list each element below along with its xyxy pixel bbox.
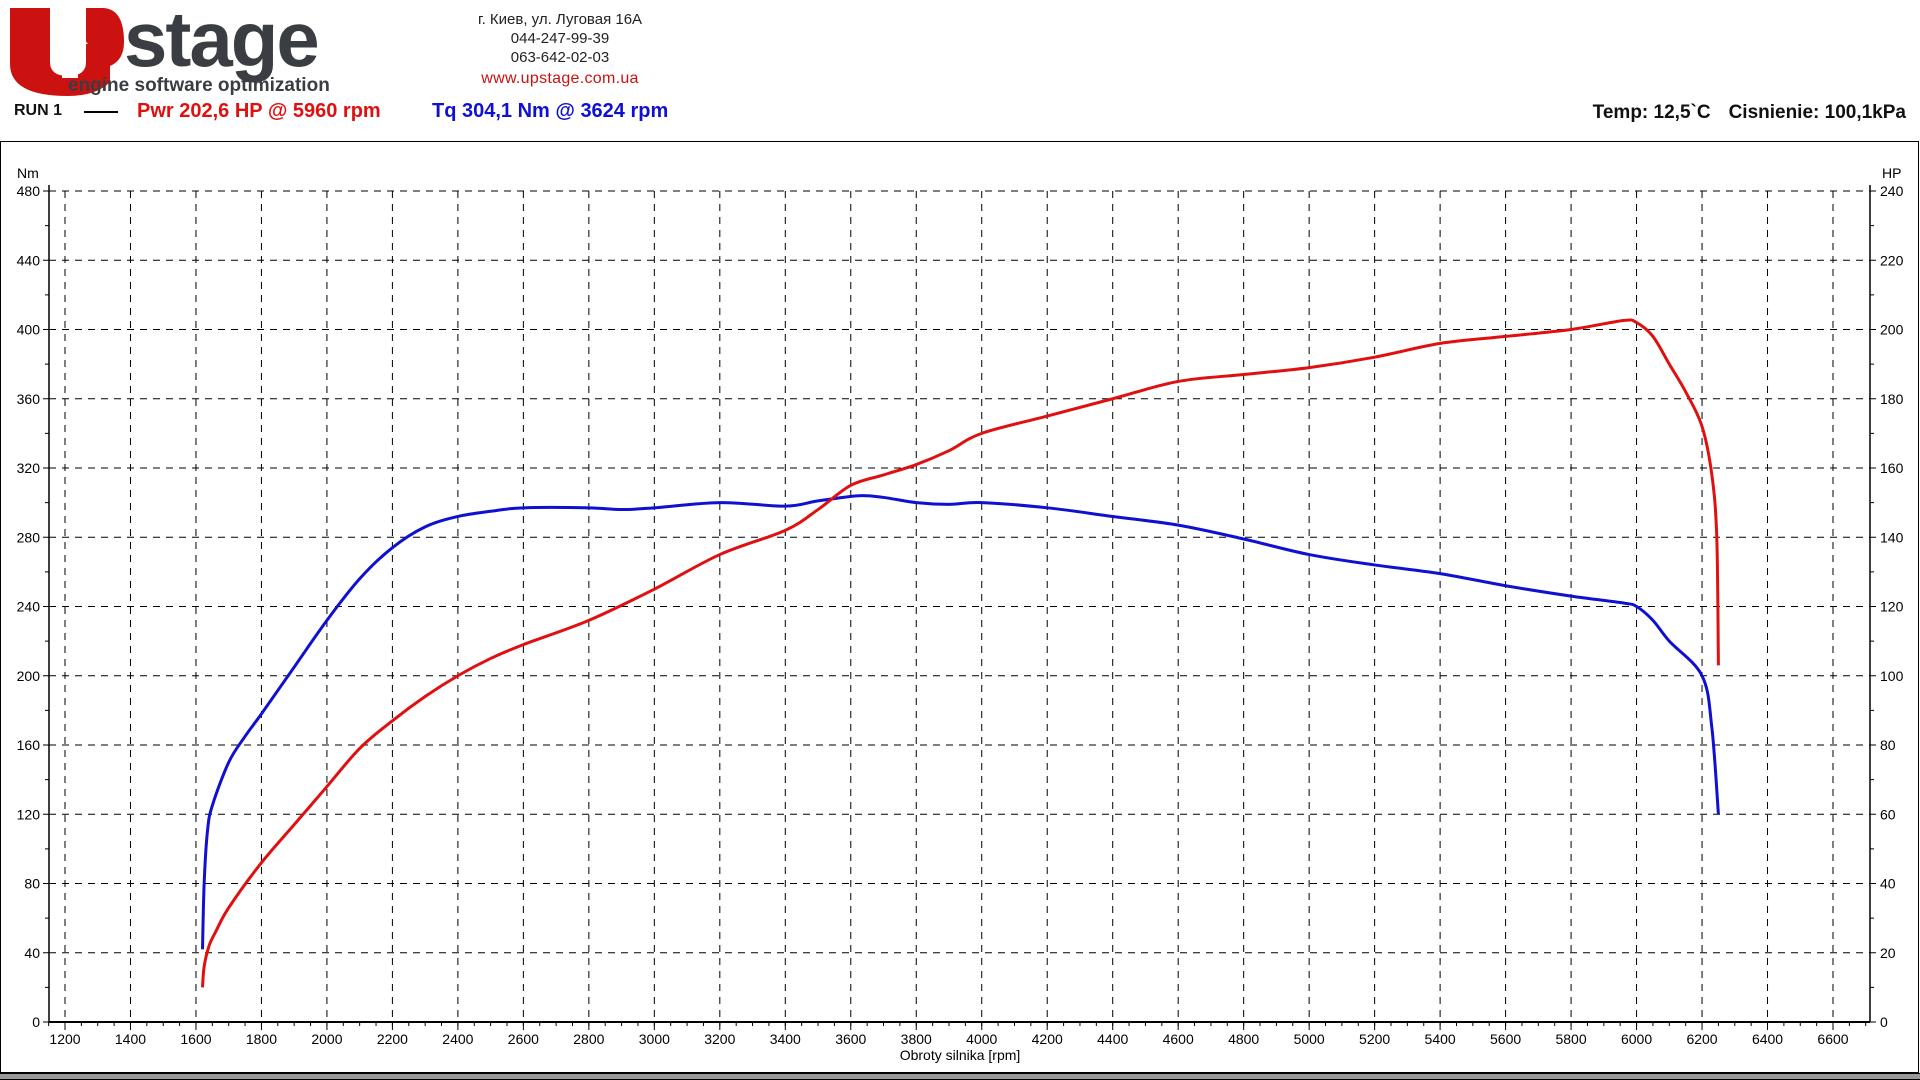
pressure: Cisnienie: 100,1kPa (1728, 102, 1906, 123)
x-tick-label: 4800 (1228, 1031, 1259, 1047)
chart-frame (0, 141, 1919, 1073)
y-right-tick-label: 140 (1880, 529, 1904, 545)
x-tick-label: 4600 (1163, 1031, 1194, 1047)
x-tick-label: 4000 (966, 1031, 997, 1047)
y-right-tick-label: 160 (1880, 460, 1904, 476)
svg-text:engine software optimization: engine software optimization (68, 75, 330, 96)
conditions: Temp: 12,5`C Cisnienie: 100,1kPa (1593, 102, 1906, 124)
y-left-tick-label: 120 (17, 806, 41, 822)
x-tick-label: 5200 (1359, 1031, 1390, 1047)
y-left-tick-label: 440 (17, 252, 41, 268)
x-tick-label: 3000 (639, 1031, 670, 1047)
address: г. Киев, ул. Луговая 16А (477, 11, 643, 28)
torque-curve (201, 494, 1720, 950)
x-tick-label: 1400 (115, 1031, 146, 1047)
bottom-bar (0, 1073, 1920, 1080)
run-line-legend (84, 111, 118, 113)
x-tick-label: 5800 (1555, 1031, 1586, 1047)
x-tick-label: 1600 (180, 1031, 211, 1047)
x-tick-label: 4200 (1032, 1031, 1063, 1047)
x-tick-label: 6400 (1752, 1031, 1783, 1047)
temperature: Temp: 12,5`C (1592, 102, 1711, 123)
x-tick-label: 1800 (246, 1031, 277, 1047)
x-tick-label: 4400 (1097, 1031, 1128, 1047)
y-left-tick-label: 280 (17, 529, 41, 545)
x-tick-label: 6200 (1686, 1031, 1717, 1047)
y-left-tick-label: 320 (17, 460, 41, 476)
x-tick-label: 3200 (704, 1031, 735, 1047)
y-right-tick-label: 60 (1880, 806, 1896, 822)
upstage-logo: stage engine software optimization (10, 4, 330, 96)
run-label: RUN 1 (14, 102, 63, 119)
x-tick-label: 2200 (377, 1031, 408, 1047)
y-left-tick-label: 480 (17, 183, 41, 199)
y-left-tick-label: 200 (17, 668, 41, 684)
phone-1: 044-247-99-39 (510, 30, 610, 47)
y-right-tick-label: 0 (1880, 1014, 1888, 1030)
torque-summary: Tq 304,1 Nm @ 3624 rpm (432, 100, 669, 122)
y-right-tick-label: 120 (1880, 599, 1904, 615)
y-left-tick-label: 40 (24, 945, 40, 961)
x-tick-label: 2800 (573, 1031, 604, 1047)
x-tick-label: 5400 (1425, 1031, 1456, 1047)
y-right-tick-label: 100 (1880, 668, 1904, 684)
y-left-tick-label: 80 (24, 876, 40, 892)
x-tick-label: 1200 (49, 1031, 80, 1047)
x-tick-label: 6600 (1817, 1031, 1848, 1047)
y-axis-left-label: Nm (17, 165, 39, 181)
x-tick-label: 2000 (311, 1031, 342, 1047)
y-right-tick-label: 220 (1880, 252, 1904, 268)
y-left-tick-label: 400 (17, 322, 41, 338)
power-summary: Pwr 202,6 HP @ 5960 rpm (137, 100, 381, 122)
phone-2: 063-642-02-03 (510, 49, 610, 66)
power-curve (201, 318, 1720, 988)
y-right-tick-label: 20 (1880, 945, 1896, 961)
x-tick-label: 3400 (770, 1031, 801, 1047)
x-axis-label: Obroty silnika [rpm] (900, 1047, 1021, 1063)
website-link[interactable]: www.upstage.com.ua (481, 70, 639, 87)
y-axis-right-label: HP (1882, 165, 1901, 181)
x-tick-label: 2400 (442, 1031, 473, 1047)
y-left-tick-label: 160 (17, 737, 41, 753)
y-left-tick-label: 240 (17, 599, 41, 615)
contact-block: г. Киев, ул. Луговая 16А 044-247-99-39 0… (420, 10, 700, 88)
x-tick-label: 5000 (1294, 1031, 1325, 1047)
y-left-tick-label: 0 (32, 1014, 40, 1030)
x-tick-label: 3800 (901, 1031, 932, 1047)
y-right-tick-label: 200 (1880, 322, 1904, 338)
y-right-tick-label: 180 (1880, 391, 1904, 407)
x-tick-label: 5600 (1490, 1031, 1521, 1047)
x-tick-label: 2600 (508, 1031, 539, 1047)
y-right-tick-label: 40 (1880, 876, 1896, 892)
svg-text:stage: stage (124, 4, 318, 83)
x-tick-label: 3600 (835, 1031, 866, 1047)
x-tick-label: 6000 (1621, 1031, 1652, 1047)
y-right-tick-label: 240 (1880, 183, 1904, 199)
y-right-tick-label: 80 (1880, 737, 1896, 753)
y-left-tick-label: 360 (17, 391, 41, 407)
